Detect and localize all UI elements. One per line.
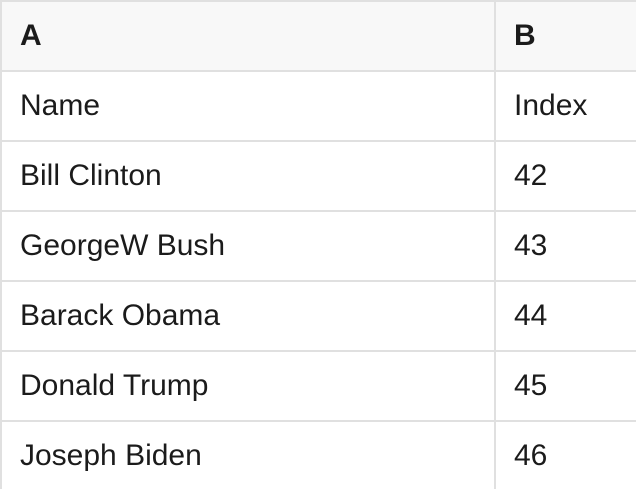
table-row: Name Index [2, 72, 636, 142]
table-cell[interactable]: Index [496, 72, 636, 142]
table-row: Bill Clinton 42 [2, 142, 636, 212]
table-cell[interactable]: Name [2, 72, 496, 142]
table-cell[interactable]: Bill Clinton [2, 142, 496, 212]
table-cell[interactable]: 44 [496, 282, 636, 352]
table-row: Barack Obama 44 [2, 282, 636, 352]
table-row: GeorgeW Bush 43 [2, 212, 636, 282]
table-cell[interactable]: Joseph Biden [2, 422, 496, 489]
column-header-a[interactable]: A [2, 2, 496, 72]
column-header-b[interactable]: B [496, 2, 636, 72]
table-row: Joseph Biden 46 [2, 422, 636, 489]
table-cell[interactable]: GeorgeW Bush [2, 212, 496, 282]
table-cell[interactable]: 42 [496, 142, 636, 212]
table-body: Name Index Bill Clinton 42 GeorgeW Bush … [2, 72, 636, 489]
table-cell[interactable]: Barack Obama [2, 282, 496, 352]
table-cell[interactable]: Donald Trump [2, 352, 496, 422]
table-cell[interactable]: 46 [496, 422, 636, 489]
column-header-row: A B [2, 2, 636, 72]
table-row: Donald Trump 45 [2, 352, 636, 422]
table-cell[interactable]: 43 [496, 212, 636, 282]
table-cell[interactable]: 45 [496, 352, 636, 422]
